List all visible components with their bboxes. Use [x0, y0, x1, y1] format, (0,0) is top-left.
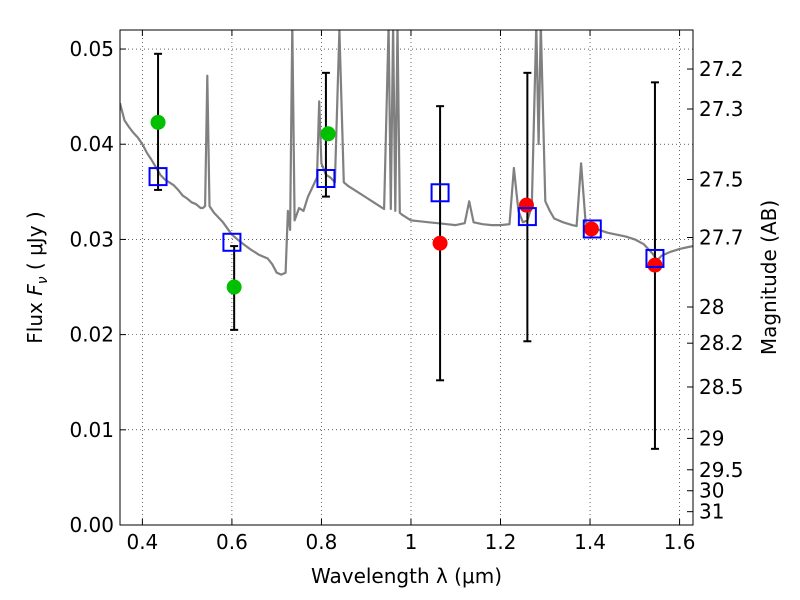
plot-frame	[119, 29, 694, 526]
y2-axis-label: Magnitude (AB)	[757, 200, 781, 355]
red-point	[647, 257, 663, 273]
x-tick-label: 0.6	[216, 530, 248, 554]
model-square	[148, 167, 168, 187]
spectrum-layer	[120, 30, 693, 276]
x-tick-label: 1.4	[574, 530, 606, 554]
tick-layer: 0.4 0.6 0.8 1 1.2 1.4 1.6 0.00 0.01 0.02 0.03 0.04 0…	[69, 30, 744, 554]
y2-tick-label: 29.5	[699, 458, 744, 482]
y2-tick-label: 28.2	[699, 331, 744, 355]
red-point	[583, 221, 599, 237]
green-point	[320, 126, 336, 142]
red-point	[518, 197, 534, 213]
green-point	[150, 114, 166, 130]
y-tick-label: 0.04	[69, 132, 114, 156]
y2-tick-label: 28	[699, 295, 724, 319]
x-tick-label: 1	[405, 530, 418, 554]
y-tick-label: 0.02	[69, 323, 114, 347]
model-square	[222, 232, 242, 252]
y2-tick-label: 31	[699, 500, 724, 524]
y-tick-label: 0.01	[69, 418, 114, 442]
model-square	[517, 207, 537, 227]
y-axis-label: Flux Fν ( μJy )	[23, 211, 51, 343]
model-square	[645, 248, 665, 268]
y2-tick-label: 27.5	[699, 167, 744, 191]
y2-tick-label: 30	[699, 479, 724, 503]
grid	[120, 30, 693, 525]
marker-layer	[148, 114, 665, 295]
y2-tick-label: 27.2	[699, 57, 744, 81]
y2-tick-label: 28.5	[699, 375, 744, 399]
label-layer: Wavelength λ (μm) Flux Fν ( μJy ) Magnit…	[23, 200, 781, 588]
y2-tick-label: 27.7	[699, 226, 744, 250]
y2-tick-label: 29	[699, 426, 724, 450]
x-tick-label: 0.4	[126, 530, 158, 554]
x-tick-label: 1.6	[664, 530, 696, 554]
model-square	[430, 183, 450, 203]
red-point	[432, 235, 448, 251]
model-square	[316, 169, 336, 188]
x-tick-label: 1.2	[485, 530, 517, 554]
y-tick-label: 0.00	[69, 513, 114, 537]
y-tick-label: 0.03	[69, 227, 114, 251]
y2-tick-label: 27.3	[699, 97, 744, 121]
spectrum-line	[120, 30, 693, 276]
y-tick-label: 0.05	[69, 37, 114, 61]
model-square	[582, 219, 602, 239]
x-axis-label: Wavelength λ (μm)	[311, 564, 502, 588]
x-tick-label: 0.8	[306, 530, 338, 554]
green-point	[226, 279, 242, 295]
